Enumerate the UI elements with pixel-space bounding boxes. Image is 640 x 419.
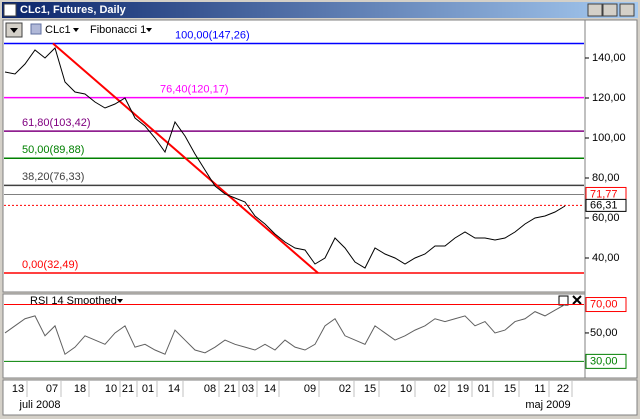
x-tick-label: 11	[534, 383, 545, 395]
window-icon	[3, 3, 17, 17]
y-tick-label: 40,00	[592, 252, 620, 264]
y-tick-label: 60,00	[592, 212, 620, 224]
x-tick-label: 14	[264, 383, 276, 395]
marker-label: 71,77	[590, 188, 618, 200]
x-tick-label: 02	[339, 383, 351, 395]
fib-label: 0,00(32,49)	[22, 259, 78, 271]
x-tick-label: 14	[168, 383, 180, 395]
x-tick-label: 21	[224, 383, 236, 395]
x-tick-label: 15	[364, 383, 376, 395]
x-tick-label: 01	[142, 383, 154, 395]
rsi-level-box	[585, 297, 627, 313]
x-tick-label: 21	[122, 383, 134, 395]
symbol-arrow	[73, 28, 79, 32]
title-bar	[2, 2, 638, 18]
window-title: CLc1, Futures, Daily	[20, 4, 127, 16]
symbol-dropdown[interactable]: CLc1	[45, 24, 71, 36]
symbol-icon	[30, 23, 42, 35]
x-tick-label: 10	[400, 383, 412, 395]
rsi-level-box	[585, 353, 627, 369]
fib-label: 50,00(89,88)	[22, 144, 84, 156]
minimize-button[interactable]	[587, 3, 603, 17]
rsi-line	[4, 304, 566, 356]
x-tick-label: 13	[12, 383, 24, 395]
y-tick-label: 80,00	[592, 172, 620, 184]
tool-arrow	[146, 28, 152, 32]
price-panel	[2, 19, 586, 293]
rsi-level-label: 30,00	[590, 355, 618, 367]
fib-label: 76,40(120,17)	[160, 84, 229, 96]
fib-label: 61,80(103,42)	[22, 117, 91, 129]
trend-line	[52, 42, 319, 274]
month-label: juli 2008	[19, 399, 61, 411]
x-tick-label: 19	[457, 383, 469, 395]
last-price-box	[585, 198, 627, 212]
x-tick-label: 01	[478, 383, 490, 395]
rsi-title[interactable]: RSI 14 Smoothed	[30, 295, 117, 307]
x-tick-label: 08	[204, 383, 216, 395]
month-label: maj 2009	[525, 399, 570, 411]
rsi-level-label: 50,00	[590, 327, 618, 339]
fib-label: 100,00(147,26)	[175, 29, 250, 41]
fib-label: 38,20(76,33)	[22, 171, 84, 183]
x-tick-label: 03	[242, 383, 254, 395]
x-tick-label: 07	[46, 383, 58, 395]
y-tick-label: 140,00	[592, 52, 626, 64]
rsi-arrow	[117, 299, 123, 303]
time-axis	[2, 379, 638, 416]
y-tick-label: 100,00	[592, 132, 626, 144]
rsi-level-label: 70,00	[590, 298, 618, 310]
x-tick-label: 10	[105, 383, 117, 395]
x-tick-label: 02	[434, 383, 446, 395]
price-line	[4, 47, 566, 269]
maximize-button[interactable]	[602, 3, 618, 17]
x-tick-label: 09	[304, 383, 316, 395]
x-tick-label: 18	[74, 383, 86, 395]
rsi-close[interactable]	[572, 295, 582, 305]
close-button[interactable]	[619, 3, 635, 17]
x-tick-label: 15	[504, 383, 516, 395]
tool-dropdown[interactable]: Fibonacci 1	[90, 24, 146, 36]
y-tick-label: 120,00	[592, 92, 626, 104]
last-price-label: 66,31	[590, 199, 618, 211]
menu-arrow	[10, 28, 18, 33]
x-tick-label: 22	[557, 383, 569, 395]
